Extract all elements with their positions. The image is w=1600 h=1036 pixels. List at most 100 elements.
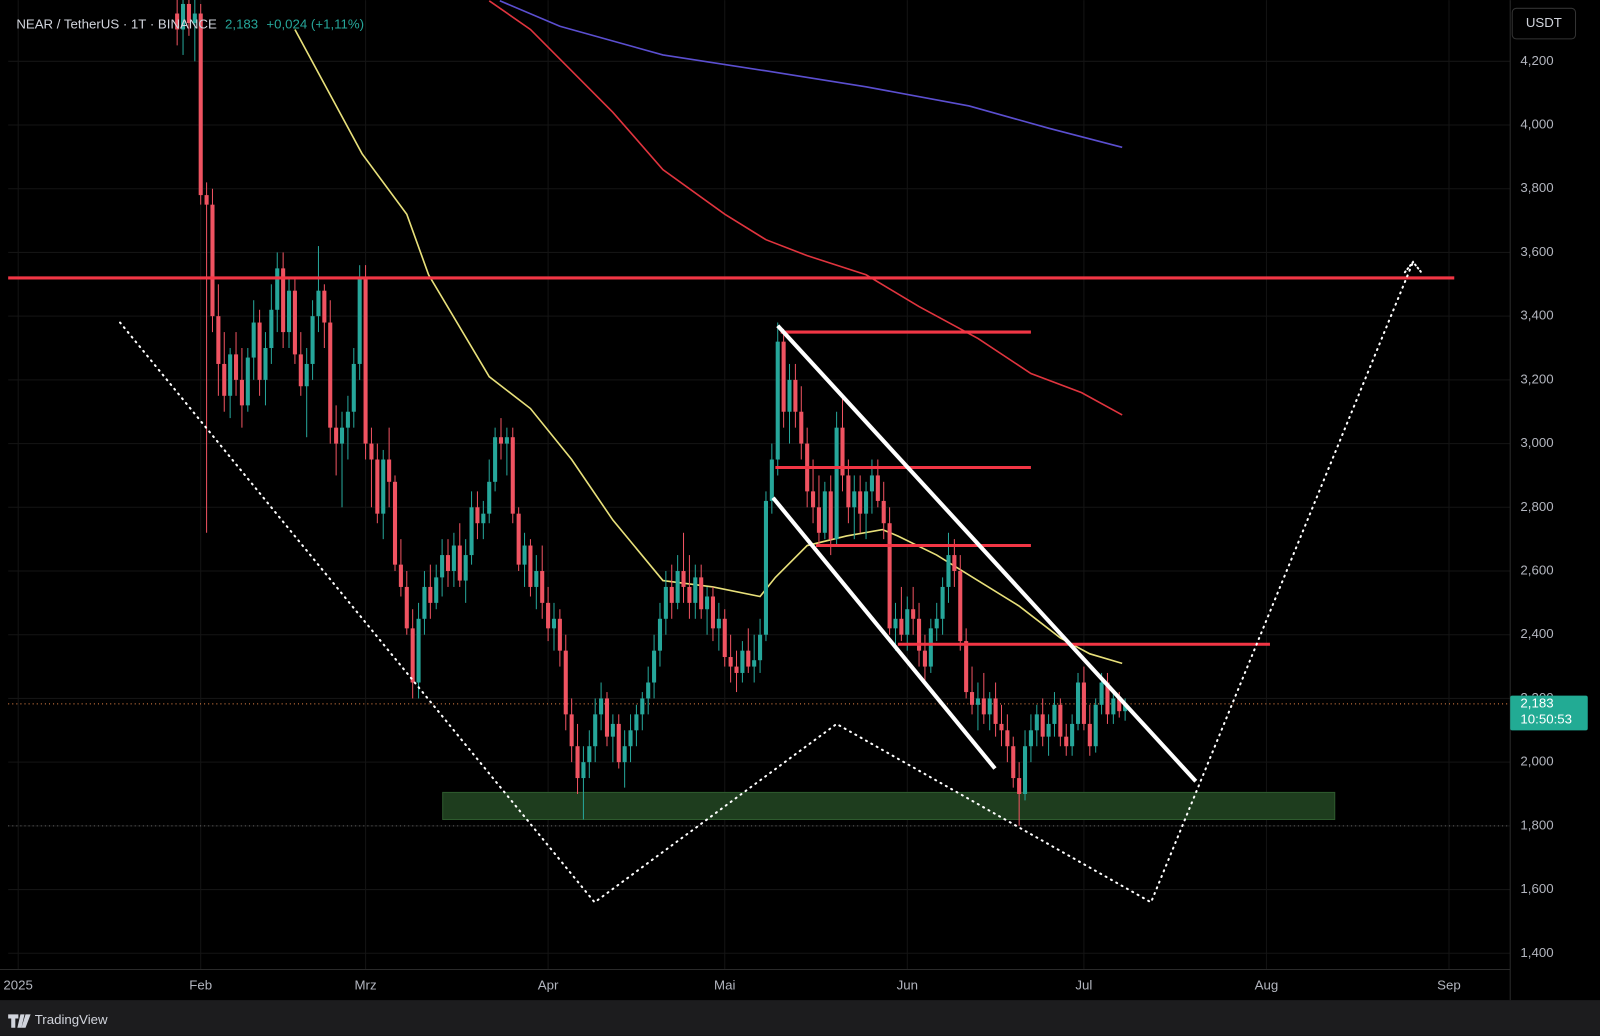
candle-body	[999, 723, 1004, 731]
candle-body	[728, 657, 733, 667]
channel-line	[771, 496, 997, 770]
candle-body	[522, 545, 527, 565]
candle-body	[1028, 730, 1033, 747]
candle-body	[905, 609, 910, 635]
candle-body	[222, 363, 227, 396]
candle-body	[434, 577, 439, 603]
y-tick-label: 2,000	[1520, 754, 1553, 769]
x-tick-label: Jun	[897, 977, 918, 992]
candle-body	[310, 316, 315, 364]
candle-body	[563, 650, 568, 715]
brand-name[interactable]: TradingView	[35, 1012, 108, 1027]
candle-body	[981, 698, 986, 715]
candle-body	[887, 523, 892, 629]
candle-body	[292, 290, 297, 355]
candle-body	[286, 290, 292, 333]
candle-body	[175, 13, 180, 30]
y-tick-label: 3,600	[1520, 244, 1553, 259]
candle-body	[869, 475, 874, 492]
candle-body	[858, 491, 863, 514]
candle-body	[875, 475, 880, 501]
candle-body	[669, 586, 674, 603]
candle-body	[328, 322, 333, 428]
candle-body	[1070, 723, 1075, 747]
candle-body	[528, 545, 533, 587]
candle-body	[964, 641, 969, 693]
candle-body	[180, 3, 186, 30]
candle-body	[1052, 704, 1057, 724]
candle-body	[881, 500, 886, 524]
y-tick-label: 1,400	[1520, 945, 1553, 960]
candle-body	[628, 730, 633, 747]
moving-average	[499, 0, 1123, 149]
x-tick-label: Jul	[1075, 977, 1092, 992]
candle-body	[828, 491, 833, 540]
currency-button[interactable]	[1511, 7, 1577, 40]
y-tick-label: 2,600	[1520, 563, 1553, 578]
candle-body	[699, 577, 704, 610]
candle-body	[616, 723, 621, 763]
candle-body	[899, 618, 904, 635]
candle-body	[928, 628, 933, 667]
candle-body	[969, 692, 975, 705]
x-tick-label: Sep	[1437, 977, 1461, 992]
candle-body	[663, 586, 668, 619]
candle-body	[693, 577, 698, 603]
x-tick-label: Apr	[538, 977, 559, 992]
y-tick-label: 1,600	[1520, 881, 1553, 896]
candle-body	[375, 459, 380, 514]
candle-body	[1064, 736, 1069, 747]
candle-body	[192, 13, 197, 24]
candle-body	[1075, 682, 1081, 724]
candle-body	[922, 650, 927, 667]
candle-body	[263, 348, 268, 380]
candle-body	[440, 555, 445, 578]
candle-body	[257, 322, 262, 380]
candle-body	[228, 354, 233, 396]
candle-body	[493, 437, 498, 482]
candle-body	[752, 660, 757, 667]
last-price: 2,183	[225, 16, 258, 31]
candle-body	[593, 714, 598, 747]
candle-body	[640, 698, 645, 715]
candle-body	[457, 545, 462, 581]
candle-body	[1105, 682, 1110, 715]
candle-body	[251, 322, 256, 358]
candle-body	[716, 618, 721, 629]
candle-body	[516, 513, 521, 565]
candle-body	[463, 555, 468, 581]
candle-body	[952, 555, 957, 572]
candle-body	[345, 411, 350, 428]
candle-body	[498, 437, 504, 444]
candle-body	[746, 650, 751, 667]
y-tick-label: 3,000	[1520, 435, 1553, 450]
candle-body	[1099, 682, 1104, 705]
candle-body	[575, 746, 580, 779]
candle-body	[893, 618, 898, 629]
candle-body	[1040, 714, 1045, 737]
candle-body	[657, 618, 663, 651]
y-tick-label: 3,800	[1520, 180, 1553, 195]
candle-body	[793, 379, 798, 412]
candle-body	[740, 650, 745, 673]
candle-body	[758, 634, 763, 661]
y-tick-label: 1,800	[1520, 817, 1553, 832]
candle-body	[1011, 746, 1016, 779]
candle-body	[210, 204, 215, 317]
candle-body	[787, 379, 792, 412]
candle-body	[681, 571, 686, 587]
candle-body	[557, 618, 562, 651]
currency-label[interactable]: USDT	[1526, 15, 1562, 30]
x-tick-label: Feb	[189, 977, 212, 992]
candle-body	[852, 491, 857, 508]
candle-body	[233, 354, 239, 380]
candle-body	[652, 650, 657, 683]
price-tag	[1510, 695, 1588, 731]
candle-body	[864, 491, 869, 514]
candle-body	[1022, 746, 1028, 795]
candle-body	[339, 427, 345, 444]
y-tick-label: 3,400	[1520, 308, 1553, 323]
candle-body	[1017, 778, 1022, 795]
plot-layer	[8, 0, 1511, 970]
